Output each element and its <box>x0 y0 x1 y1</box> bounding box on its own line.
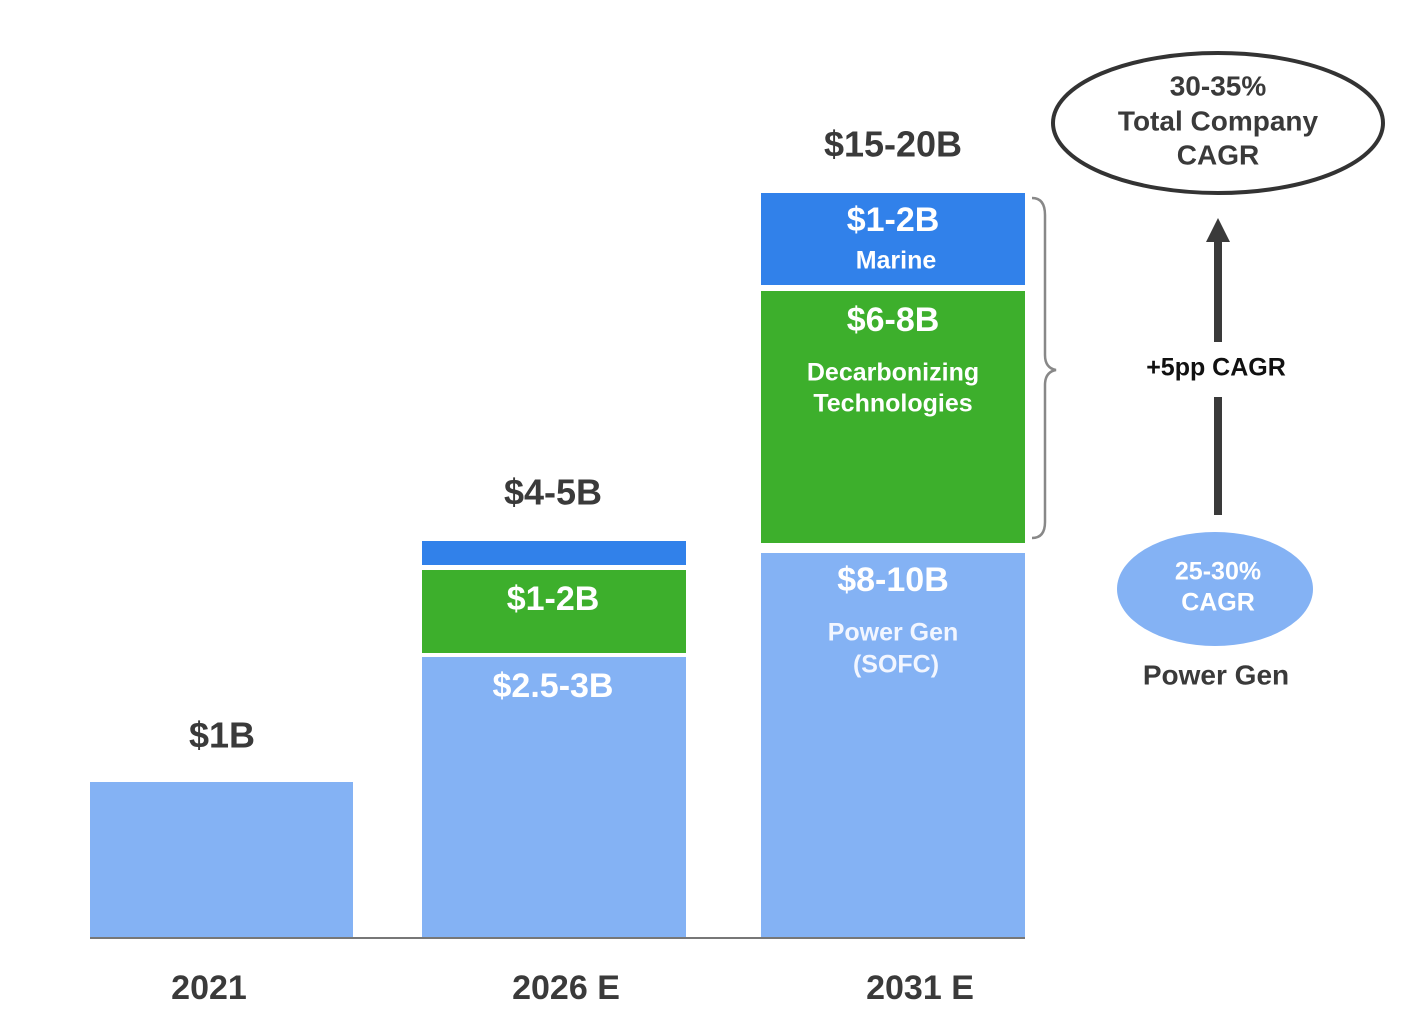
brace <box>1031 196 1057 540</box>
base-cagr-ellipse <box>1117 532 1313 646</box>
segment-value: $8-10B <box>837 561 949 599</box>
bar-segment <box>422 570 686 653</box>
bar-segment <box>761 291 1025 543</box>
segment-value: $2.5-3B <box>493 667 614 705</box>
bar-segment <box>761 553 1025 938</box>
segment-value: $1-2B <box>507 580 600 618</box>
total-cagr: Total Company <box>1118 105 1319 136</box>
segment-label: Marine <box>856 247 937 275</box>
segment-label: Technologies <box>813 390 972 418</box>
bar-total: $15-20B <box>824 124 962 165</box>
arrow-head <box>1206 218 1230 242</box>
base-cagr: 25-30% <box>1175 558 1261 586</box>
segment-value: $1-2B <box>847 201 940 239</box>
segment-label: (SOFC) <box>853 651 939 679</box>
total-cagr: CAGR <box>1177 139 1259 170</box>
bar-total: $4-5B <box>504 472 602 513</box>
bar-segment <box>90 782 353 938</box>
total-cagr: 30-35% <box>1170 70 1267 101</box>
segment-label: Power Gen <box>828 619 959 647</box>
base-cagr: CAGR <box>1181 589 1255 617</box>
segment-value: $6-8B <box>847 301 940 339</box>
bar-segment <box>422 657 686 938</box>
x-label: 2021 <box>171 969 247 1007</box>
base-label: Power Gen <box>1143 659 1289 690</box>
step-label: +5pp CAGR <box>1146 354 1286 382</box>
bar-segment <box>422 541 686 565</box>
bar-total: $1B <box>189 715 255 756</box>
x-label: 2031 E <box>866 969 974 1007</box>
total-cagr-ellipse <box>1051 51 1385 195</box>
x-label: 2026 E <box>512 969 620 1007</box>
bar-segment <box>761 193 1025 285</box>
segment-label: Decarbonizing <box>807 359 979 387</box>
